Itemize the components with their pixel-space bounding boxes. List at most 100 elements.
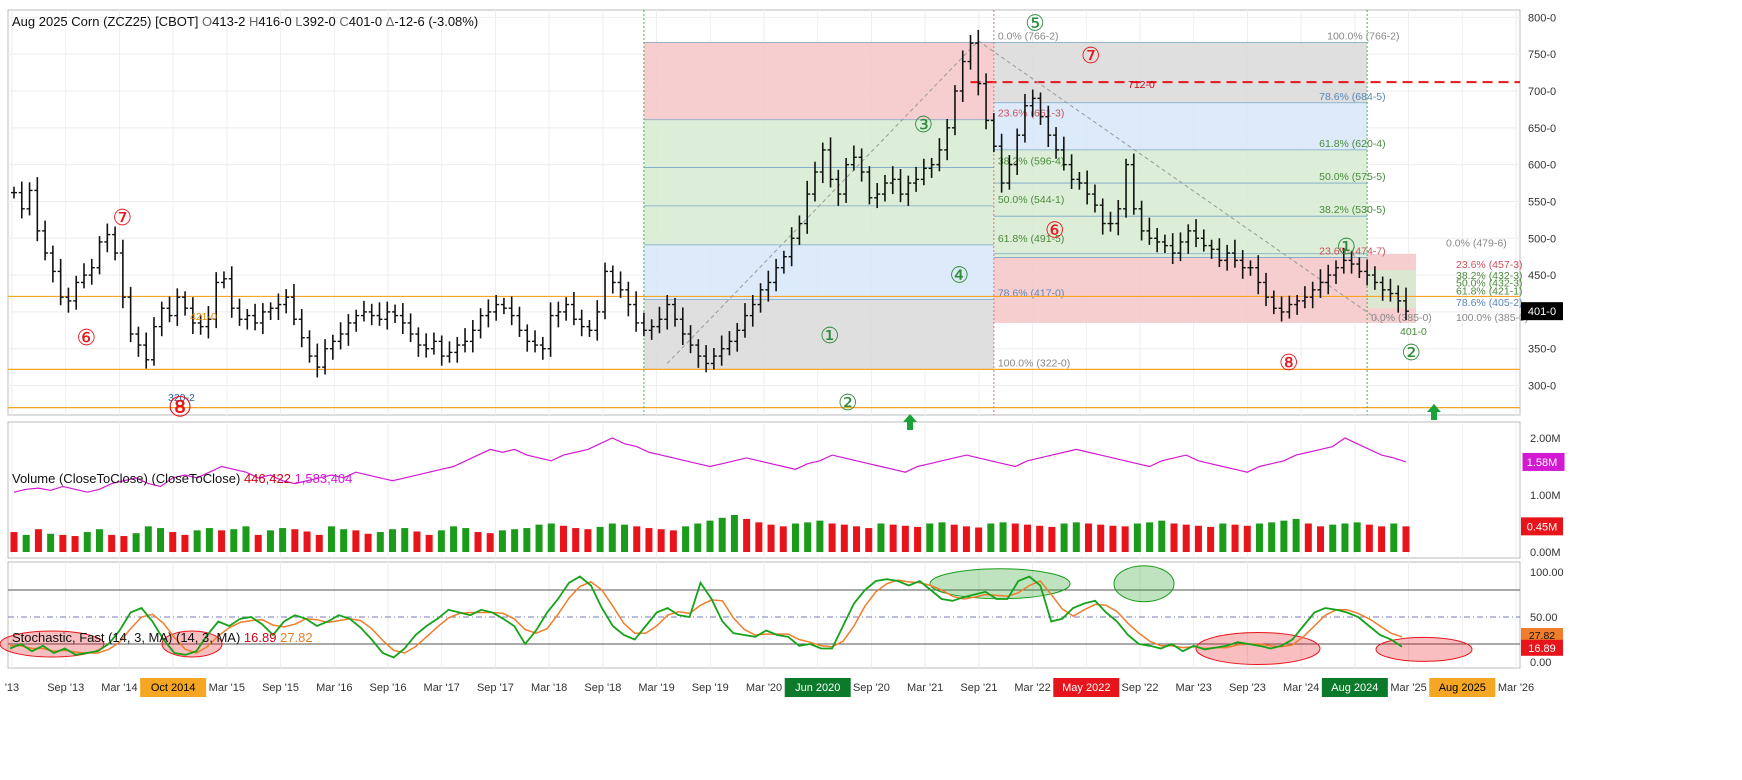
volume-bar xyxy=(730,514,738,552)
stoch-k-box xyxy=(1521,639,1563,656)
fib-level-label: 78.6% (684-5) xyxy=(1319,91,1386,103)
x-tick-label: Sep '15 xyxy=(262,682,299,694)
wave-label: ② xyxy=(838,391,858,416)
volume-bar xyxy=(987,523,995,552)
highlight-date-box xyxy=(1429,678,1496,697)
trend-line xyxy=(978,40,1383,324)
volume-bar xyxy=(132,533,140,552)
volume-bar xyxy=(816,520,824,552)
volume-bar xyxy=(376,532,384,552)
wave-label: ④ xyxy=(950,264,970,289)
y-tick-label: 450-0 xyxy=(1528,270,1556,282)
y-tick-label: 350-0 xyxy=(1528,344,1556,356)
volume-bar xyxy=(584,529,592,552)
highlight-ellipse xyxy=(0,630,105,658)
wave-label: ③ xyxy=(914,113,934,138)
volume-bar xyxy=(1280,520,1288,552)
volume-bar xyxy=(950,524,958,552)
volume-bar xyxy=(1011,523,1019,552)
x-tick-label: Mar '25 xyxy=(1390,682,1426,694)
volume-bar xyxy=(889,524,897,552)
volume-bar xyxy=(1378,526,1386,552)
volume-bar xyxy=(999,522,1007,552)
stoch-d-label: 27.82 xyxy=(1529,630,1555,642)
volume-bar xyxy=(657,529,665,552)
vol-value-box xyxy=(1521,517,1563,536)
fib-level-label: 23.6% (474-7) xyxy=(1319,245,1386,257)
fib-level-label: 100.0% (766-2) xyxy=(1327,30,1399,42)
annotation: 712-0 xyxy=(1128,79,1155,91)
volume-bar xyxy=(694,523,702,552)
fib-zone xyxy=(643,119,994,245)
volume-bar xyxy=(71,536,79,552)
x-tick-label: Sep '22 xyxy=(1122,682,1159,694)
fib-level-label: 0.0% (479-6) xyxy=(1446,238,1507,250)
x-tick-label: Jun 2020 xyxy=(795,682,840,694)
x-tick-label: Mar '26 xyxy=(1498,682,1534,694)
volume-bar xyxy=(205,528,213,552)
x-tick-label: Sep '21 xyxy=(960,682,997,694)
x-tick-label: Sep '17 xyxy=(477,682,514,694)
x-tick-label: Aug 2024 xyxy=(1331,682,1378,694)
volume-bar xyxy=(645,528,653,552)
x-tick-label: Mar '17 xyxy=(424,682,460,694)
x-tick-label: Sep '18 xyxy=(584,682,621,694)
volume-bar xyxy=(1329,524,1337,552)
volume-bar xyxy=(621,524,629,552)
wave-label: ⑧ xyxy=(1279,351,1299,376)
volume-bar xyxy=(486,533,494,552)
volume-bar xyxy=(1023,524,1031,552)
volume-bar xyxy=(1121,526,1129,552)
stochastic-header: Stochastic, Fast (14, 3, MA) (14, 3, MA)… xyxy=(12,630,313,645)
fib-level-label: 100.0% (385-0) xyxy=(1456,312,1528,324)
volume-bar xyxy=(926,523,934,552)
x-tick-label: Sep '16 xyxy=(370,682,407,694)
volume-bar xyxy=(608,523,616,552)
volume-bar xyxy=(1292,518,1300,552)
x-tick-label: Oct 2014 xyxy=(151,682,196,694)
volume-bar xyxy=(865,528,873,552)
volume-bar xyxy=(1194,525,1202,552)
volume-bar xyxy=(938,522,946,552)
y-tick-label: 700-0 xyxy=(1528,86,1556,98)
volume-bar xyxy=(633,526,641,552)
stochastic-k-value: 16.89 xyxy=(243,630,277,645)
x-tick-label: Sep '13 xyxy=(47,682,84,694)
volume-bar xyxy=(1231,524,1239,552)
volume-bar xyxy=(22,534,30,552)
volume-bar xyxy=(535,524,543,552)
fib-level-label: 38.2% (596-4) xyxy=(998,156,1065,168)
volume-bar xyxy=(352,530,360,552)
volume-bar xyxy=(1158,520,1166,552)
volume-bar xyxy=(401,528,409,552)
contract-name: Aug 2025 Corn (ZCZ25) [CBOT] xyxy=(12,14,199,29)
volume-bar xyxy=(853,526,861,552)
y-tick-label: 0.00M xyxy=(1530,547,1561,559)
volume-bar xyxy=(1085,523,1093,552)
volume-bar xyxy=(83,532,91,552)
volume-bar xyxy=(230,529,238,552)
volume-bar xyxy=(1353,522,1361,552)
volume-bar xyxy=(425,534,433,552)
volume-bar xyxy=(1048,526,1056,552)
volume-bar xyxy=(1317,526,1325,552)
volume-bar xyxy=(901,525,909,552)
volume-bar xyxy=(389,529,397,552)
low-value: 392-0 xyxy=(302,14,336,29)
volume-bar xyxy=(1146,522,1154,552)
volume-bar xyxy=(1365,524,1373,552)
volume-bar xyxy=(596,526,604,552)
price-header: Aug 2025 Corn (ZCZ25) [CBOT] O413-2 H416… xyxy=(12,14,479,29)
wave-label: ① xyxy=(1337,235,1357,260)
volume-bar xyxy=(193,530,201,552)
volume-bar xyxy=(291,529,299,552)
volume-bar xyxy=(266,530,274,552)
volume-bar xyxy=(755,522,763,552)
volume-bar xyxy=(450,526,458,552)
volume-bar xyxy=(1304,523,1312,552)
volume-bar xyxy=(59,534,67,552)
volume-bar xyxy=(840,524,848,552)
x-tick-label: Mar '20 xyxy=(746,682,782,694)
volume-bar xyxy=(34,529,42,552)
